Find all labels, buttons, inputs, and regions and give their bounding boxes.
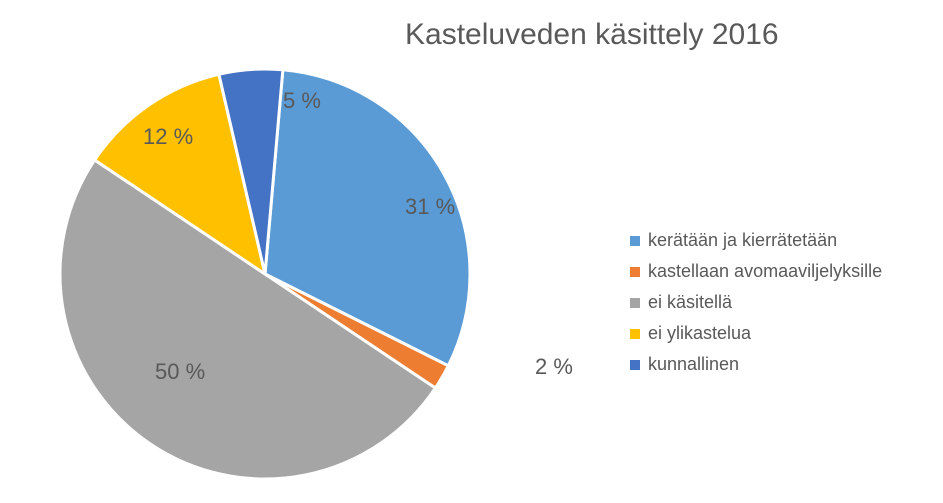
legend-item: kastellaan avomaaviljelyksille	[630, 261, 882, 282]
legend-swatch	[630, 267, 640, 277]
chart-title: Kasteluveden käsittely 2016	[405, 18, 779, 52]
legend-swatch	[630, 236, 640, 246]
pie-slice-label: 12 %	[143, 124, 193, 150]
legend-label: kerätään ja kierrätetään	[648, 230, 837, 251]
legend-swatch	[630, 360, 640, 370]
pie-slice-label: 31 %	[405, 194, 455, 220]
legend-label: kunnallinen	[648, 354, 739, 375]
pie-chart	[55, 64, 475, 484]
chart-container: Kasteluveden käsittely 2016 31 % 2 % 50 % 1…	[0, 0, 943, 503]
legend-item: kunnallinen	[630, 354, 882, 375]
legend-label: ei ylikastelua	[648, 323, 751, 344]
legend-label: ei käsitellä	[648, 292, 732, 313]
legend-label: kastellaan avomaaviljelyksille	[648, 261, 882, 282]
legend: kerätään ja kierrätetään kastellaan avoma…	[630, 230, 882, 385]
pie-slice-label: 5 %	[283, 88, 321, 114]
pie-wrap: 31 %2 %50 %12 %5 %	[55, 64, 475, 484]
legend-item: ei ylikastelua	[630, 323, 882, 344]
legend-swatch	[630, 329, 640, 339]
legend-item: kerätään ja kierrätetään	[630, 230, 882, 251]
pie-slice-label: 50 %	[155, 359, 205, 385]
legend-item: ei käsitellä	[630, 292, 882, 313]
legend-swatch	[630, 298, 640, 308]
pie-slice-label: 2 %	[535, 354, 573, 380]
